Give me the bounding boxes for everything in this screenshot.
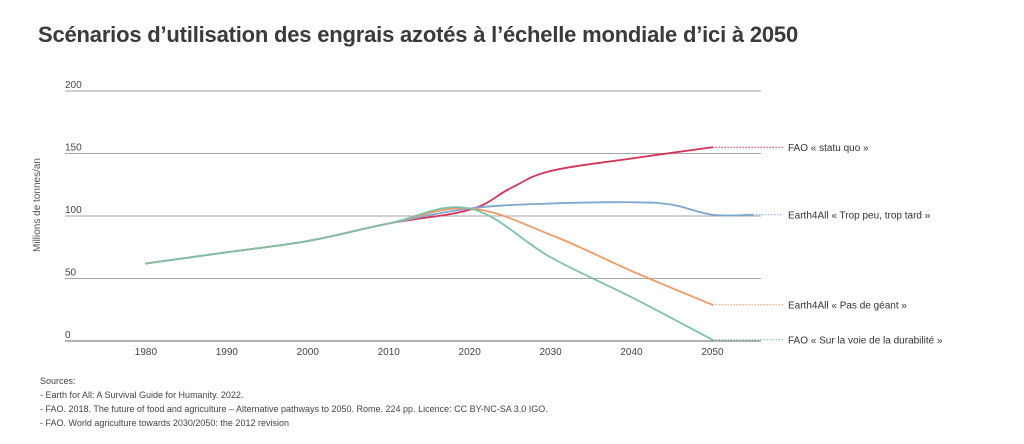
tick-layer: 0 50 100 150 200 1980 1990 2000 2010 2020 2030 2040…: [65, 80, 724, 358]
series-label: Earth4All « Trop peu, trop tard »: [788, 210, 931, 221]
y-axis-label: Millions de tonnes/an: [32, 158, 43, 252]
source-item: - FAO. World agriculture towards 2030/20…: [40, 418, 289, 428]
source-item: - FAO. 2018. The future of food and agri…: [40, 404, 548, 414]
series-line: [145, 206, 714, 341]
sources-note: Sources: - Earth for All: A Survival Gui…: [40, 374, 548, 430]
x-tick-label: 1980: [135, 347, 158, 358]
sources-heading: Sources:: [40, 376, 76, 386]
source-item: - Earth for All: A Survival Guide for Hu…: [40, 390, 244, 400]
series-label-layer: FAO « statu quo » Earth4All « Trop peu, t…: [788, 143, 943, 347]
y-tick-label: 0: [65, 330, 71, 341]
y-tick-label: 100: [65, 205, 82, 216]
y-tick-label: 200: [65, 80, 82, 91]
y-tick-label: 150: [65, 143, 82, 154]
series-label: FAO « statu quo »: [788, 143, 869, 154]
series-label: FAO « Sur la voie de la durabilité »: [788, 335, 943, 346]
series-line: [145, 207, 714, 306]
x-tick-label: 2030: [539, 347, 562, 358]
x-tick-label: 2010: [378, 347, 401, 358]
x-tick-label: 2050: [701, 347, 724, 358]
x-tick-label: 1990: [216, 347, 239, 358]
x-tick-label: 2040: [620, 347, 643, 358]
series-line: [145, 201, 754, 265]
series-layer: [145, 146, 783, 341]
x-tick-label: 2020: [459, 347, 482, 358]
y-tick-label: 50: [65, 268, 77, 279]
series-line: [145, 146, 714, 265]
chart-title: Scénarios d’utilisation des engrais azot…: [38, 22, 798, 47]
x-tick-label: 2000: [297, 347, 320, 358]
series-label: Earth4All « Pas de géant »: [788, 300, 907, 311]
